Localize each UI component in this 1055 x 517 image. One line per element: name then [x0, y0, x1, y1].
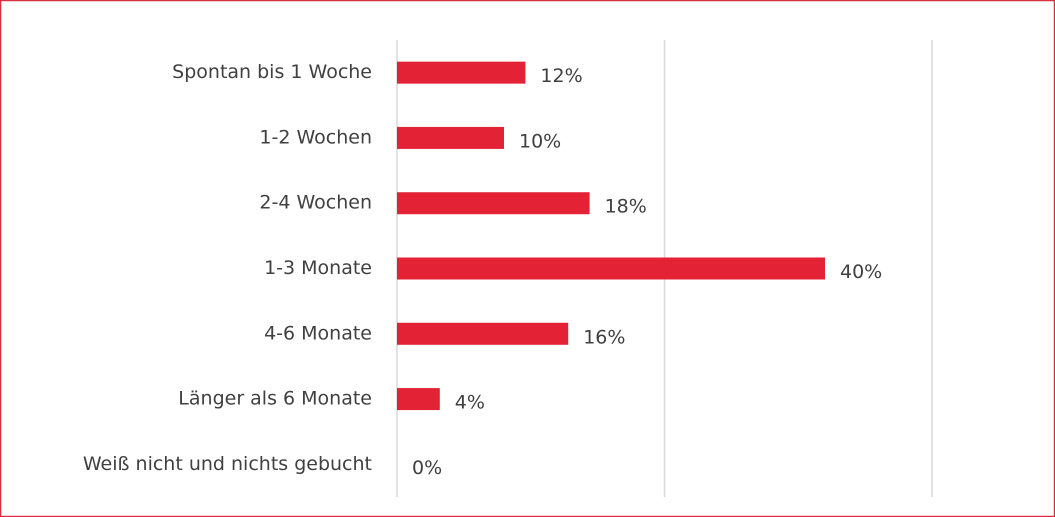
- bar: [397, 61, 526, 84]
- y-tick-label: Spontan bis 1 Woche: [172, 61, 372, 83]
- bar: [397, 126, 504, 149]
- y-tick-label: Länger als 6 Monate: [178, 388, 372, 410]
- value-label: 4%: [455, 392, 485, 414]
- y-tick-label: 4-6 Monate: [264, 322, 372, 344]
- value-label: 18%: [605, 196, 647, 218]
- bar: [397, 192, 590, 215]
- bar: [397, 388, 440, 411]
- y-tick-label: 1-3 Monate: [264, 257, 372, 279]
- value-label: 40%: [840, 261, 882, 283]
- y-tick-label: Weiß nicht und nichts gebucht: [83, 453, 372, 475]
- value-label: 10%: [519, 130, 561, 152]
- value-label: 12%: [540, 65, 582, 87]
- y-tick-label: 1-2 Wochen: [259, 126, 372, 148]
- bar: [397, 322, 569, 345]
- y-tick-label: 2-4 Wochen: [259, 192, 372, 214]
- value-label: 0%: [412, 457, 442, 479]
- value-label: 16%: [583, 326, 625, 348]
- bar: [397, 257, 825, 280]
